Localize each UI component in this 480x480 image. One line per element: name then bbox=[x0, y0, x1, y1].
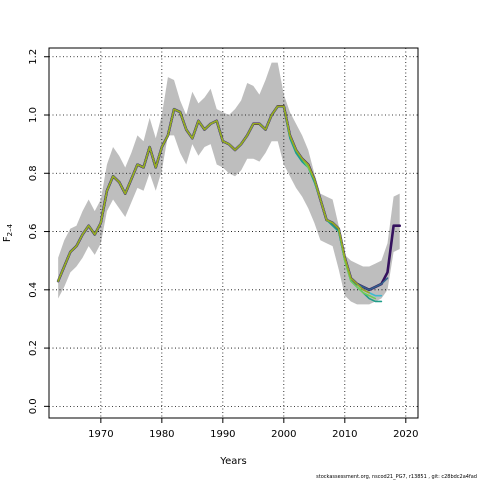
y-tick-label: 1.2 bbox=[28, 49, 39, 65]
series-layer bbox=[56, 104, 402, 303]
y-tick-label: 0.8 bbox=[28, 165, 39, 181]
plot-frame bbox=[48, 47, 419, 419]
y-tick-label: 0.6 bbox=[28, 224, 39, 240]
y-tick-label: 0.4 bbox=[28, 282, 39, 298]
y-axis-title-main: F bbox=[2, 236, 13, 242]
y-axis: 0.0 0.2 0.4 0.6 0.8 1.0 1.2 bbox=[28, 49, 49, 414]
x-tick-label: 1990 bbox=[210, 429, 235, 440]
y-tick-label: 0.2 bbox=[28, 340, 39, 356]
x-tick-label: 1980 bbox=[149, 429, 174, 440]
y-axis-title: F2–4 bbox=[2, 223, 14, 242]
y-tick-label: 0.0 bbox=[28, 398, 39, 414]
x-axis: 1970 1980 1990 2000 2010 2020 bbox=[88, 418, 419, 440]
x-axis-title: Years bbox=[219, 456, 246, 467]
confidence-band bbox=[58, 62, 400, 305]
series-line bbox=[57, 105, 371, 294]
confidence-band-layer bbox=[58, 62, 400, 305]
x-tick-label: 1970 bbox=[88, 429, 113, 440]
footer-credit: stockassessment.org, nscod21_PG7, r13851… bbox=[316, 474, 477, 480]
x-tick-label: 2010 bbox=[332, 429, 357, 440]
x-tick-label: 2020 bbox=[393, 429, 418, 440]
y-axis-title-subscript: 2–4 bbox=[6, 223, 14, 236]
y-tick-label: 1.0 bbox=[28, 107, 39, 123]
x-tick-label: 2000 bbox=[271, 429, 296, 440]
grid-layer bbox=[49, 48, 418, 418]
